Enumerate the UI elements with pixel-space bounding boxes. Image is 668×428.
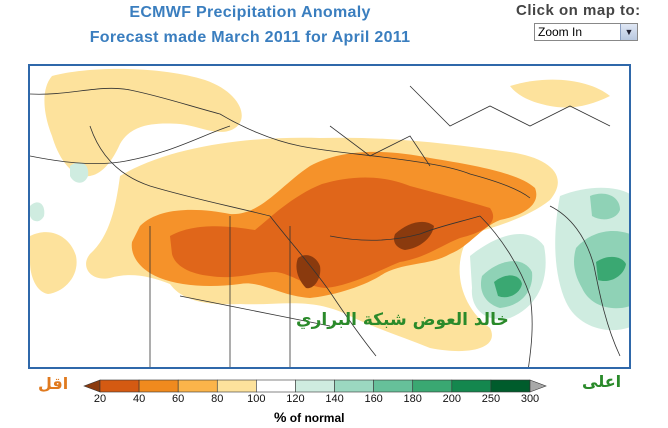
legend-tick-label: 140: [325, 393, 344, 405]
page-subtitle: Forecast made March 2011 for April 2011: [89, 29, 411, 46]
legend-tick-label: 250: [481, 393, 501, 405]
legend-tick-label: 300: [520, 393, 540, 405]
map-canvas[interactable]: [30, 66, 631, 369]
legend-color-bin: [490, 379, 531, 393]
legend-color-bin: [373, 379, 414, 393]
legend-low-arrow: [83, 379, 101, 393]
legend-unit: % of normal: [274, 409, 344, 425]
anomaly-below-20-layer: [296, 221, 434, 289]
legend-high-arrow: [529, 379, 547, 393]
legend-tick-label: 80: [211, 393, 224, 405]
legend-tick-label: 120: [286, 393, 305, 405]
chevron-down-icon[interactable]: ▼: [620, 24, 637, 40]
map-watermark: خالد العوض شبكة البراري: [296, 310, 509, 330]
legend-tick-label: 160: [364, 393, 383, 405]
click-action-label: Click on map to:: [516, 2, 641, 19]
legend-tick-label: 200: [442, 393, 461, 405]
map-action-select[interactable]: Zoom In ▼: [534, 23, 638, 41]
legend-tick-label: 20: [93, 393, 107, 405]
legend-low-label: اقل: [38, 374, 69, 393]
precipitation-anomaly-map[interactable]: خالد العوض شبكة البراري: [28, 64, 631, 369]
legend-tick-label: 100: [247, 393, 266, 405]
legend-tick-label: 60: [172, 393, 185, 405]
legend-unit-text: of normal: [289, 411, 345, 425]
legend-high-label: اعلى: [582, 372, 622, 391]
legend-color-bin: [177, 379, 218, 393]
precipitation-legend-bar: [83, 379, 547, 393]
legend-color-bin: [216, 379, 257, 393]
legend-color-bin: [295, 379, 335, 393]
legend-unit-symbol: %: [274, 409, 287, 425]
anomaly-180-250-layer: [494, 256, 626, 298]
legend-color-bin: [256, 379, 296, 393]
legend-color-bin: [138, 379, 179, 393]
legend-color-bin: [412, 379, 453, 393]
anomaly-20-40-layer: [170, 177, 494, 288]
legend-tick-label: 180: [403, 393, 422, 405]
legend-color-bin: [451, 379, 492, 393]
map-action-selected-value: Zoom In: [538, 25, 583, 39]
legend-color-bin: [99, 379, 140, 393]
page-title: ECMWF Precipitation Anomaly: [129, 4, 371, 21]
legend-color-bin: [334, 379, 374, 393]
legend-tick-label: 40: [132, 393, 146, 405]
coastline-layer: [30, 85, 621, 367]
